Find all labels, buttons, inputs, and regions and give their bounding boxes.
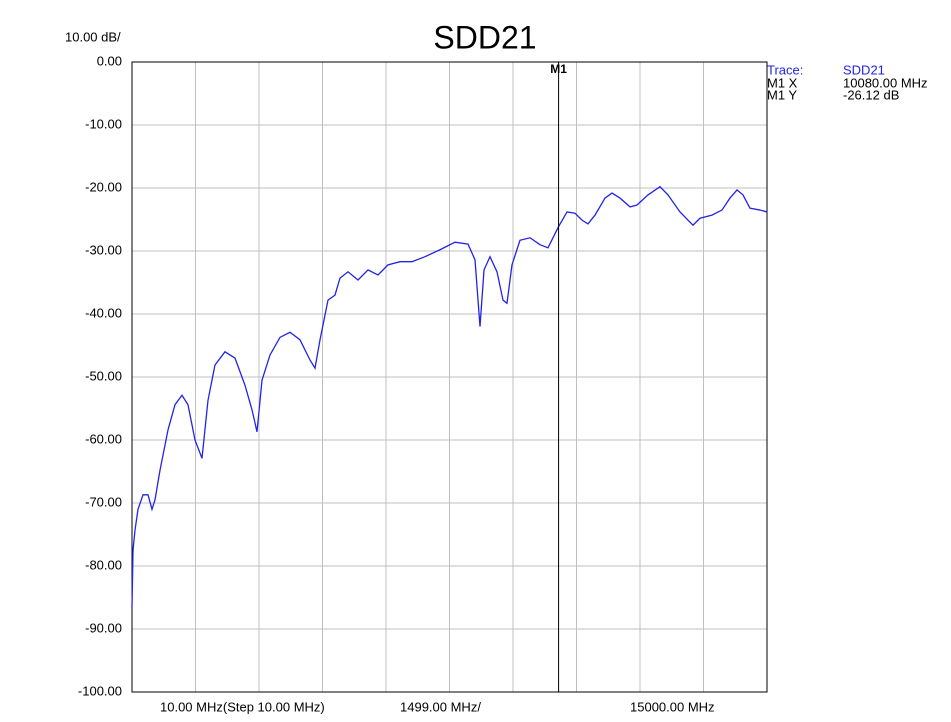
plot-border [131, 61, 768, 693]
y-tick-label: -100.00 [78, 683, 122, 698]
scale-label: 10.00 dB/ [65, 29, 121, 44]
y-tick-label: 0.00 [97, 53, 122, 68]
legend-key: M1 X [767, 75, 798, 90]
marker-label: M1 [550, 62, 567, 76]
legend-value: 10080.00 MHz [843, 75, 928, 90]
legend-value: -26.12 dB [843, 87, 899, 102]
y-tick-label: -70.00 [85, 494, 122, 509]
chart-title: SDD21 [433, 19, 536, 55]
y-tick-label: -10.00 [85, 116, 122, 131]
x-label: 10.00 MHz(Step 10.00 MHz) [160, 699, 325, 714]
x-label: 15000.00 MHz [630, 699, 715, 714]
y-tick-label: -40.00 [85, 305, 122, 320]
y-tick-label: -50.00 [85, 368, 122, 383]
y-tick-label: -80.00 [85, 557, 122, 572]
legend-value: SDD21 [843, 62, 885, 77]
x-label: 1499.00 MHz/ [400, 699, 481, 714]
y-tick-label: -30.00 [85, 242, 122, 257]
y-tick-label: -20.00 [85, 179, 122, 194]
trace [131, 185, 768, 607]
y-tick-label: -60.00 [85, 431, 122, 446]
legend-key: M1 Y [767, 87, 797, 102]
legend-key: Trace: [767, 62, 803, 77]
y-tick-label: -90.00 [85, 620, 122, 635]
